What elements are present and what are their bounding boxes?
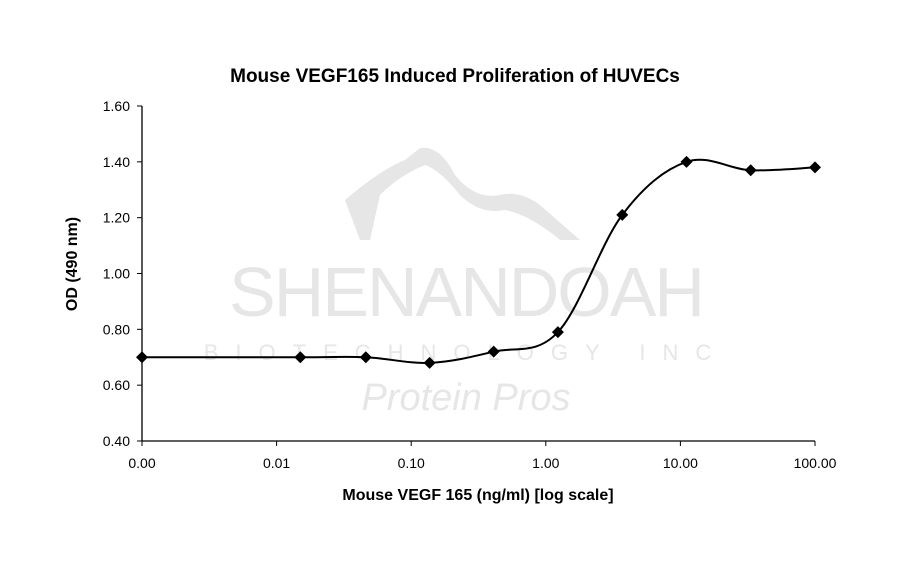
x-tick-label: 1.00 xyxy=(532,455,559,471)
data-point-marker xyxy=(616,208,629,221)
y-tick-label: 1.40 xyxy=(103,154,130,170)
watermark-line1: SHENANDOAH xyxy=(229,253,703,331)
x-axis-label: Mouse VEGF 165 (ng/ml) [log scale] xyxy=(342,487,613,504)
y-axis-label: OD (490 nm) xyxy=(64,217,81,311)
data-markers xyxy=(136,155,821,369)
watermark-line3: Protein Pros xyxy=(361,377,570,419)
data-point-marker xyxy=(680,155,693,168)
data-point-marker xyxy=(551,326,564,339)
data-point-marker xyxy=(744,164,757,177)
data-point-marker xyxy=(487,345,500,358)
x-tick-label: 10.00 xyxy=(663,455,698,471)
series-line xyxy=(142,158,816,364)
watermark-logo: SHENANDOAH BIOTECHNOLOGY INC Protein Pro… xyxy=(204,147,729,419)
chart-title: Mouse VEGF165 Induced Proliferation of H… xyxy=(230,66,680,87)
data-point-marker xyxy=(809,161,821,174)
y-tick-label: 1.60 xyxy=(103,98,130,114)
y-tick-label: 1.20 xyxy=(103,210,130,226)
x-tick-label: 0.10 xyxy=(398,455,425,471)
x-ticks: 0.00 0.01 0.10 1.00 10.00 100.00 xyxy=(128,441,837,471)
data-point-marker xyxy=(359,351,372,364)
data-point-marker xyxy=(294,351,307,364)
watermark-line2: BIOTECHNOLOGY INC xyxy=(204,340,729,365)
data-point-marker xyxy=(136,351,148,364)
data-point-marker xyxy=(423,356,436,369)
x-tick-label: 0.00 xyxy=(128,455,155,471)
mountain-logo-icon xyxy=(345,147,580,240)
y-tick-label: 1.00 xyxy=(103,266,130,282)
x-tick-label: 0.01 xyxy=(263,455,290,471)
x-tick-label: 100.00 xyxy=(794,455,837,471)
y-tick-label: 0.60 xyxy=(103,377,130,393)
y-tick-label: 0.40 xyxy=(103,433,130,449)
y-tick-label: 0.80 xyxy=(103,321,130,337)
y-ticks: 0.40 0.60 0.80 1.00 1.20 1.40 1.60 xyxy=(103,98,142,449)
